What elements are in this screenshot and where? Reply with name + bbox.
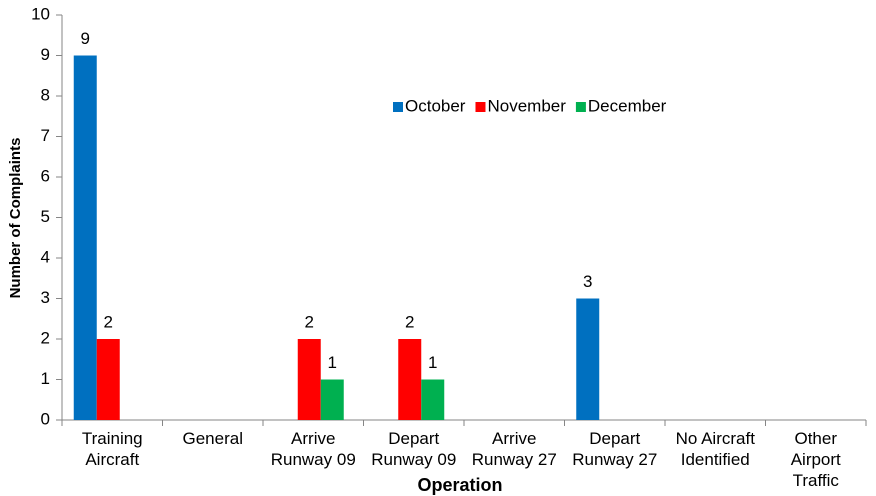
bar <box>398 339 422 420</box>
x-tick-label: Depart Runway 27 <box>572 429 657 469</box>
y-tick-label: 0 <box>41 409 50 428</box>
bar <box>96 339 120 420</box>
bar <box>320 379 344 420</box>
legend-swatch <box>475 102 486 112</box>
y-tick-label: 3 <box>41 288 50 307</box>
legend-swatch <box>575 102 586 112</box>
y-tick-label: 2 <box>41 328 50 347</box>
bar <box>297 339 321 420</box>
y-tick-label: 5 <box>41 207 50 226</box>
y-tick-label: 7 <box>41 126 50 145</box>
bar <box>576 298 600 420</box>
x-tick-label: No Aircraft Identified <box>676 429 756 469</box>
legend-label: November <box>487 96 566 115</box>
x-tick-label: Arrive Runway 09 <box>271 429 356 469</box>
data-label: 2 <box>104 312 113 331</box>
x-tick-label: Training Aircraft <box>82 429 143 469</box>
data-label: 9 <box>81 29 90 48</box>
bar <box>73 55 97 420</box>
data-label: 1 <box>328 353 337 372</box>
x-tick-label: General <box>183 429 243 448</box>
bar <box>421 379 445 420</box>
y-tick-label: 1 <box>41 369 50 388</box>
x-tick-label: Arrive Runway 27 <box>472 429 557 469</box>
data-label: 1 <box>428 353 437 372</box>
data-label: 2 <box>405 312 414 331</box>
data-label: 3 <box>583 272 592 291</box>
y-tick-label: 10 <box>31 4 50 23</box>
legend-swatch <box>393 102 403 112</box>
y-tick-label: 4 <box>41 247 50 266</box>
x-tick-label: Other Airport Traffic <box>791 429 841 490</box>
data-label: 2 <box>305 312 314 331</box>
y-tick-label: 9 <box>41 45 50 64</box>
legend-label: December <box>588 96 667 115</box>
y-tick-label: 8 <box>41 85 50 104</box>
x-tick-label: Depart Runway 09 <box>371 429 456 469</box>
y-axis-title: Number of Complaints <box>7 138 24 299</box>
legend-label: October <box>405 96 466 115</box>
x-axis-title: Operation <box>417 475 502 495</box>
y-tick-label: 6 <box>41 166 50 185</box>
